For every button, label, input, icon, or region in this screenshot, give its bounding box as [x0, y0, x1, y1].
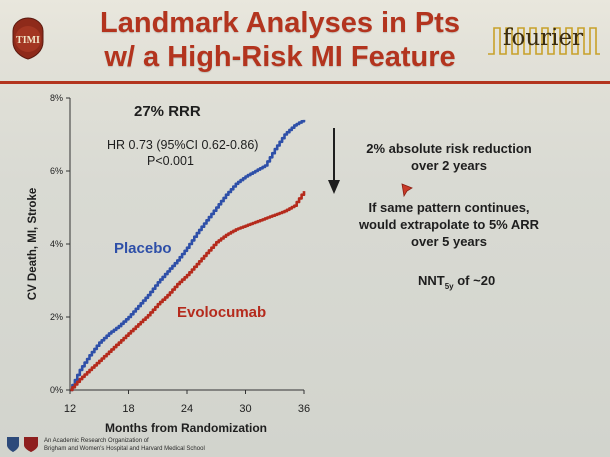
timi-logo: TIMI: [12, 17, 44, 60]
x-tick-label: 36: [298, 403, 310, 415]
nnt-main: NNT: [418, 273, 445, 288]
laser-pointer-icon: [401, 183, 413, 198]
fourier-logo-wave: [488, 27, 600, 55]
y-tick-label: 4%: [50, 239, 63, 249]
title-line-1: Landmark Analyses in Pts: [100, 7, 460, 39]
x-tick-label: 18: [122, 403, 134, 415]
absolute-risk-line-2: over 2 years: [411, 158, 487, 173]
x-tick-label: 24: [181, 403, 193, 415]
rrr-annotation: 27% RRR: [134, 103, 201, 120]
legend-evolocumab: Evolocumab: [177, 304, 266, 321]
fourier-logo-text: fourier: [503, 25, 584, 51]
x-axis-label: Months from Randomization: [105, 421, 267, 435]
y-tick-label: 8%: [50, 93, 63, 103]
absolute-risk-line-1: 2% absolute risk reduction: [366, 141, 531, 156]
y-tick-label: 6%: [50, 166, 63, 176]
nnt-tail: of ~20: [454, 273, 496, 288]
y-tick-label: 0%: [50, 385, 63, 395]
timi-logo-text: TIMI: [16, 35, 40, 46]
extrapolation-line-2: would extrapolate to 5% ARR: [358, 217, 540, 232]
slide-title: Landmark Analyses in Pts w/ a High-Risk …: [80, 6, 480, 74]
series-line-placebo: [70, 119, 306, 392]
series-line-evolocumab: [70, 191, 306, 392]
hazard-ratio-annotation: HR 0.73 (95%CI 0.62-0.86): [107, 138, 258, 152]
extrapolation-line-3: over 5 years: [411, 234, 487, 249]
institution-shield-icons: [7, 437, 38, 452]
y-tick-label: 2%: [50, 312, 63, 322]
title-divider: [0, 81, 610, 84]
footer-line-1: An Academic Research Organization of: [44, 438, 149, 444]
x-tick-label: 12: [64, 403, 76, 415]
title-line-2: w/ a High-Risk MI Feature: [104, 41, 456, 73]
nnt-annotation: NNT5y of ~20: [418, 273, 495, 291]
chart-series: [70, 119, 306, 392]
nnt-subscript: 5y: [445, 282, 454, 291]
footer-credit: An Academic Research Organization of Bri…: [44, 437, 205, 453]
footer-line-2: Brigham and Women's Hospital and Harvard…: [44, 446, 205, 452]
p-value-annotation: P<0.001: [147, 154, 194, 168]
chart-ticks: 12 18 24 30 36 0% 2% 4% 6% 8%: [50, 93, 310, 415]
down-arrow-icon: [328, 128, 340, 194]
legend-placebo: Placebo: [114, 240, 172, 257]
extrapolation-line-1: If same pattern continues,: [368, 200, 529, 215]
x-tick-label: 30: [239, 403, 251, 415]
y-axis-label: CV Death, MI, Stroke: [27, 188, 39, 300]
